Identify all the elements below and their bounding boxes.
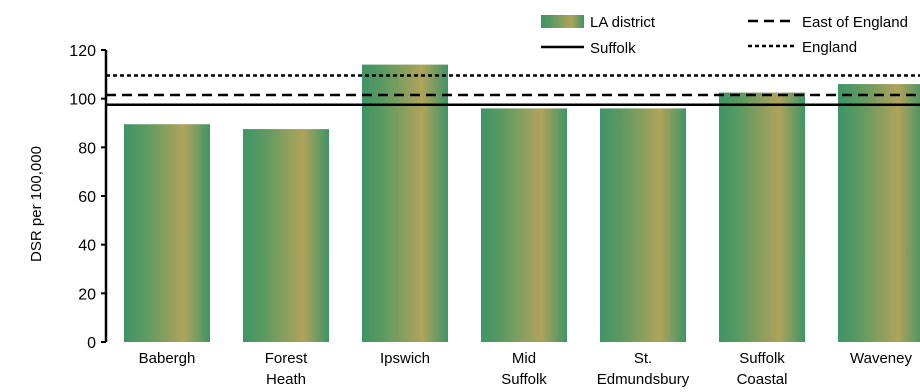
legend-label-la-district: LA district: [590, 14, 656, 31]
legend: LA district Suffolk East of England England: [541, 14, 908, 57]
bar-0: [124, 124, 210, 342]
legend-label-east-of-england: East of England: [802, 14, 908, 31]
x-tick-label-2: Ipswich: [380, 350, 430, 367]
bars-group: [124, 64, 920, 343]
y-axis-label: DSR per 100,000: [28, 146, 45, 262]
x-tick-label-5: Suffolk Coastal: [737, 350, 788, 388]
bar-5: [719, 92, 805, 342]
bar-6: [838, 84, 920, 343]
y-tick-label-5: 100: [69, 92, 96, 109]
x-tick-label-3: Mid Suffolk: [501, 350, 547, 388]
legend-label-england: England: [802, 39, 857, 56]
y-tick-label-6: 120: [69, 43, 96, 60]
x-tick-label-6: Waveney: [850, 350, 912, 367]
y-tick-label-1: 20: [78, 286, 96, 303]
reference-lines-group: [106, 74, 920, 106]
y-tick-label-2: 40: [78, 238, 96, 255]
x-tick-label-0: Babergh: [139, 350, 196, 367]
x-tick-label-4: St. Edmundsbury: [597, 350, 690, 388]
y-tick-label-3: 60: [78, 189, 96, 206]
legend-swatch-la-district: [541, 15, 584, 28]
legend-label-suffolk: Suffolk: [590, 40, 636, 57]
x-axis-labels: Babergh Forest Heath Ipswich Mid Suffolk St. Ed…: [139, 350, 913, 388]
bar-1: [243, 129, 329, 342]
y-axis: 0 20 40 60 80 100 120: [69, 43, 108, 352]
bar-4: [600, 108, 686, 343]
bar-2: [362, 64, 448, 342]
y-tick-label-0: 0: [87, 335, 96, 352]
bar-3: [481, 108, 567, 343]
y-tick-label-4: 80: [78, 140, 96, 157]
x-tick-label-1: Forest Heath: [265, 350, 308, 388]
